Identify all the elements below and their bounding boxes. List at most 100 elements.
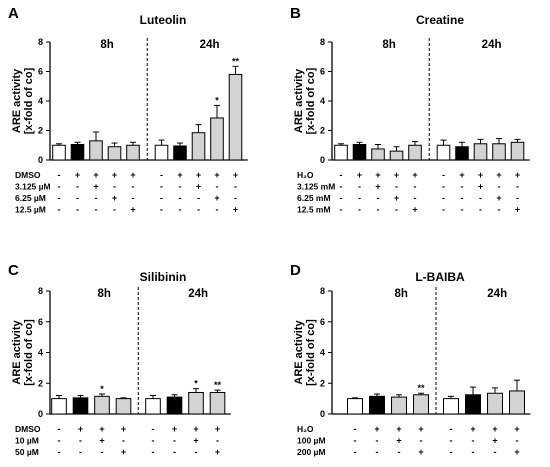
bar: [107, 146, 122, 161]
condition-label: DMSO: [15, 170, 41, 180]
bar: [70, 144, 85, 161]
condition-sign: +: [412, 170, 417, 180]
condition-sign: -: [442, 170, 445, 180]
significance-mark: **: [214, 380, 222, 390]
condition-label: 6.25 µM: [15, 193, 46, 203]
condition-sign: -: [197, 205, 200, 215]
condition-sign: -: [197, 193, 200, 203]
condition-sign: +: [357, 170, 362, 180]
panel-d: D L-BAIBA ARE activity [x-fold of co] 0 2 4 6 8 8…: [290, 262, 531, 457]
condition-sign: -: [498, 182, 501, 192]
bar: [166, 396, 183, 415]
condition-label: 3.125 mM: [297, 182, 335, 192]
condition-sign: -: [450, 436, 453, 446]
condition-sign: -: [152, 447, 155, 457]
condition-sign: -: [160, 182, 163, 192]
condition-sign: +: [496, 193, 501, 203]
bar: [191, 132, 206, 161]
condition-label: DMSO: [15, 424, 41, 434]
bar: [369, 395, 385, 415]
bar: [154, 144, 169, 161]
condition-sign: -: [442, 182, 445, 192]
bar: [389, 150, 404, 161]
condition-sign: +: [374, 424, 379, 434]
condition-sign: -: [79, 436, 82, 446]
condition-sign: -: [479, 205, 482, 215]
condition-sign: -: [354, 436, 357, 446]
condition-sign: -: [76, 205, 79, 215]
bar: [473, 143, 488, 161]
significance-mark: *: [215, 95, 219, 105]
condition-sign: -: [442, 193, 445, 203]
bar: [443, 398, 459, 415]
condition-sign: +: [112, 193, 117, 203]
significance-mark: **: [232, 56, 240, 66]
bar: [94, 395, 110, 415]
condition-sign: -: [76, 182, 79, 192]
y-tick-label: 8: [320, 286, 325, 296]
condition-sign: -: [160, 170, 163, 180]
y-tick-label: 2: [38, 126, 43, 136]
panel-title: Silibinin: [140, 270, 187, 284]
condition-sign: -: [461, 182, 464, 192]
bar: [391, 396, 407, 415]
condition-sign: -: [113, 205, 116, 215]
condition-sign: -: [216, 182, 219, 192]
condition-sign: -: [122, 436, 125, 446]
condition-sign: +: [193, 424, 198, 434]
condition-sign: -: [358, 205, 361, 215]
y-tick-label: 0: [320, 409, 325, 419]
condition-sign: -: [354, 447, 357, 457]
condition-sign: +: [193, 436, 198, 446]
y-tick-label: 6: [38, 317, 43, 327]
condition-sign: -: [216, 205, 219, 215]
condition-sign: -: [58, 193, 61, 203]
condition-sign: +: [412, 205, 417, 215]
condition-sign: -: [377, 193, 380, 203]
condition-sign: -: [132, 193, 135, 203]
condition-label: 12.5 µM: [15, 205, 46, 215]
y-axis-label-unit: [x-fold of co]: [305, 67, 317, 134]
time-label-24h: 24h: [188, 288, 208, 300]
y-axis-label-unit: [x-fold of co]: [23, 319, 35, 386]
y-axis-label-unit: [x-fold of co]: [305, 319, 317, 386]
panel-a: A Luteolin ARE activity [x-fold of co] 0 2 4 6 8…: [8, 5, 248, 215]
bar: [51, 398, 67, 415]
condition-sign: -: [472, 447, 475, 457]
bar: [145, 398, 161, 415]
panel-letter: B: [290, 5, 301, 22]
condition-sign: -: [377, 205, 380, 215]
condition-sign: -: [461, 193, 464, 203]
condition-sign: -: [95, 193, 98, 203]
condition-label: H₂O: [297, 170, 314, 180]
condition-sign: +: [172, 424, 177, 434]
condition-label: H₂O: [297, 424, 314, 434]
significance-mark: *: [194, 379, 198, 389]
condition-sign: +: [215, 424, 220, 434]
condition-sign: -: [340, 182, 343, 192]
condition-sign: +: [515, 170, 520, 180]
y-axis-label: ARE activity: [11, 320, 23, 385]
condition-sign: -: [516, 436, 519, 446]
condition-sign: -: [179, 205, 182, 215]
condition-label: 3.125 µM: [15, 182, 51, 192]
condition-sign: -: [234, 193, 237, 203]
condition-sign: -: [472, 436, 475, 446]
y-tick-label: 0: [320, 155, 325, 165]
condition-sign: -: [354, 424, 357, 434]
condition-sign: +: [470, 424, 475, 434]
condition-sign: -: [376, 447, 379, 457]
y-tick-label: 2: [38, 378, 43, 388]
condition-sign: -: [494, 447, 497, 457]
bar: [455, 146, 469, 161]
time-label-8h: 8h: [382, 39, 395, 51]
panel-c: C Silibinin ARE activity [x-fold of co] 0 2 4 6…: [8, 262, 231, 457]
condition-label: 6.25 mM: [297, 193, 331, 203]
y-axis-label: ARE activity: [11, 68, 23, 133]
bar: [436, 144, 451, 161]
bar: [228, 73, 243, 161]
panel-title: L-BAIBA: [415, 270, 465, 284]
y-tick-label: 2: [320, 378, 325, 388]
condition-sign: -: [516, 193, 519, 203]
y-tick-label: 4: [38, 348, 43, 358]
